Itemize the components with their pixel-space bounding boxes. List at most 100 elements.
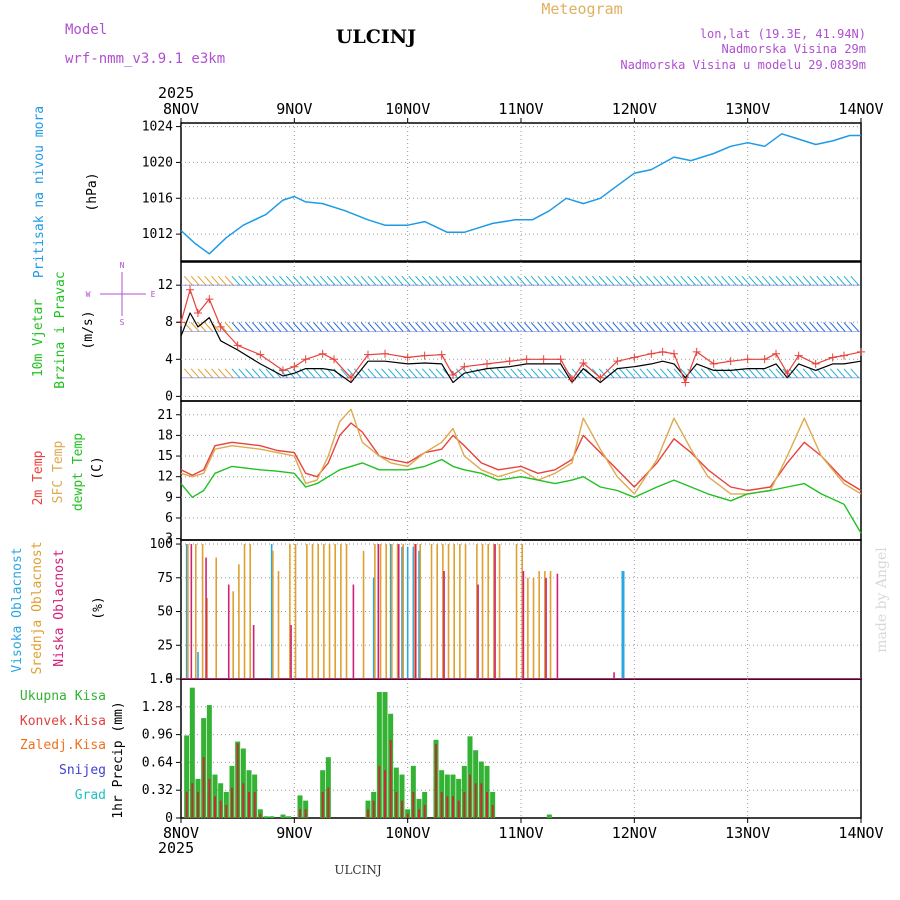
ytick-label: 50 [157, 605, 173, 620]
precip-label-conv: Konvek.Kisa [20, 714, 106, 729]
wind-barb [435, 322, 445, 332]
cloud-mid-bar [374, 544, 376, 679]
wind-barb [843, 275, 853, 286]
wind-barb [265, 322, 275, 332]
wind-barb [455, 368, 465, 379]
wind-barb [517, 275, 526, 286]
wind-barb [483, 322, 492, 332]
wind-barb [578, 275, 588, 286]
year-bottom: 2025 [158, 839, 194, 857]
wind-barb [401, 368, 411, 379]
wind-barb [748, 275, 758, 286]
wind-barb [428, 322, 438, 332]
wind-barb [632, 322, 642, 332]
wind-barb [666, 275, 676, 286]
wind-barb [510, 368, 520, 379]
wind-barb [829, 275, 839, 286]
cloud-mid-bar [498, 544, 501, 679]
wind-gust-marker [760, 355, 769, 364]
precip-conv-bar [486, 791, 488, 818]
station-title: ULCINJ [336, 26, 416, 48]
wind-barb [367, 322, 377, 332]
wind-barb [666, 368, 676, 379]
wind-barb [639, 368, 649, 379]
wind-barb [265, 275, 275, 286]
cloud-low-bar [397, 544, 400, 679]
wind-barb [843, 368, 853, 379]
wind-barb [279, 275, 288, 286]
wind-barb [299, 275, 309, 286]
wind-barb [585, 322, 594, 332]
wind-barb [313, 322, 322, 332]
ytick-label: 75 [157, 571, 173, 586]
wind-barb [653, 275, 662, 286]
wind-barb [775, 275, 785, 286]
precip-total-bar [399, 774, 405, 818]
wind-barb [496, 368, 506, 379]
wind-barb [721, 322, 730, 332]
date-label-top: 13NOV [725, 100, 770, 118]
precip-conv-bar [214, 796, 216, 818]
wind-barb [823, 322, 832, 332]
wind-barb [251, 368, 261, 379]
wind-barb [809, 368, 819, 379]
cloud-high-bar [401, 546, 403, 679]
wind-rose-w: W [86, 290, 91, 299]
wind-barb [605, 322, 615, 332]
cloud-mid-bar [362, 550, 365, 679]
wind-barb [591, 275, 601, 286]
precip-conv-bar [389, 739, 392, 818]
wind-gust-marker [194, 308, 202, 317]
wind-barb [707, 322, 717, 332]
ytick-label: 8 [165, 315, 173, 330]
precip-total-bar [382, 692, 388, 818]
ytick-label: 1.28 [142, 700, 173, 715]
wind-gust-marker [290, 362, 299, 371]
precip-conv-bar [395, 791, 398, 818]
wind-barb [598, 368, 608, 379]
wind-barb [381, 322, 390, 332]
wind-barb [605, 275, 615, 286]
wind-barb [537, 322, 547, 332]
wind-barb [292, 275, 302, 286]
precip-label-freeze: Zaledj.Kisa [20, 738, 106, 753]
precip-total-bar [184, 735, 190, 818]
cloud-mid-bar [249, 544, 251, 679]
precip-unit: 1hr Precip (mm) [111, 701, 126, 818]
precip-conv-bar [463, 791, 466, 818]
temp-label-sfc: SFC Temp [51, 441, 66, 504]
wind-barb [741, 322, 751, 332]
wind-gust-marker [743, 355, 752, 364]
temp-sfc-line [180, 408, 862, 495]
cloud-mid-bar [238, 564, 240, 679]
precip-conv-bar [202, 757, 205, 818]
wind-barb [544, 368, 554, 379]
wind-gust-marker [556, 355, 565, 364]
wind-gust-marker [670, 349, 678, 358]
wind-barb [217, 368, 227, 379]
temp-label-dewpt: dewpt Temp [71, 433, 86, 511]
wind-barb [435, 275, 445, 286]
ytick-label: 0 [165, 672, 173, 687]
cloud-mid-bar [385, 544, 387, 679]
wind-barb [251, 322, 261, 332]
wind-barb [306, 275, 316, 286]
wind-barb [428, 275, 438, 286]
wind-barb [442, 322, 452, 332]
wind-barb [394, 322, 404, 332]
wind-barb [510, 275, 520, 286]
wind-barb [659, 368, 669, 379]
wind-barb [483, 368, 492, 379]
cloud-low-bar [290, 625, 292, 679]
wind-barb [224, 322, 234, 332]
ytick-label: 4 [165, 352, 173, 367]
cloud-mid-bar [306, 544, 308, 679]
cloud-high-bar [418, 550, 420, 679]
precip-conv-bar [491, 804, 494, 818]
date-label-bottom: 8NOV [163, 824, 199, 842]
wind-barb [387, 322, 397, 332]
wind-barb [809, 322, 819, 332]
wind-barb [653, 322, 662, 332]
wind-barb [625, 322, 635, 332]
watermark: made by Angel [874, 547, 890, 653]
